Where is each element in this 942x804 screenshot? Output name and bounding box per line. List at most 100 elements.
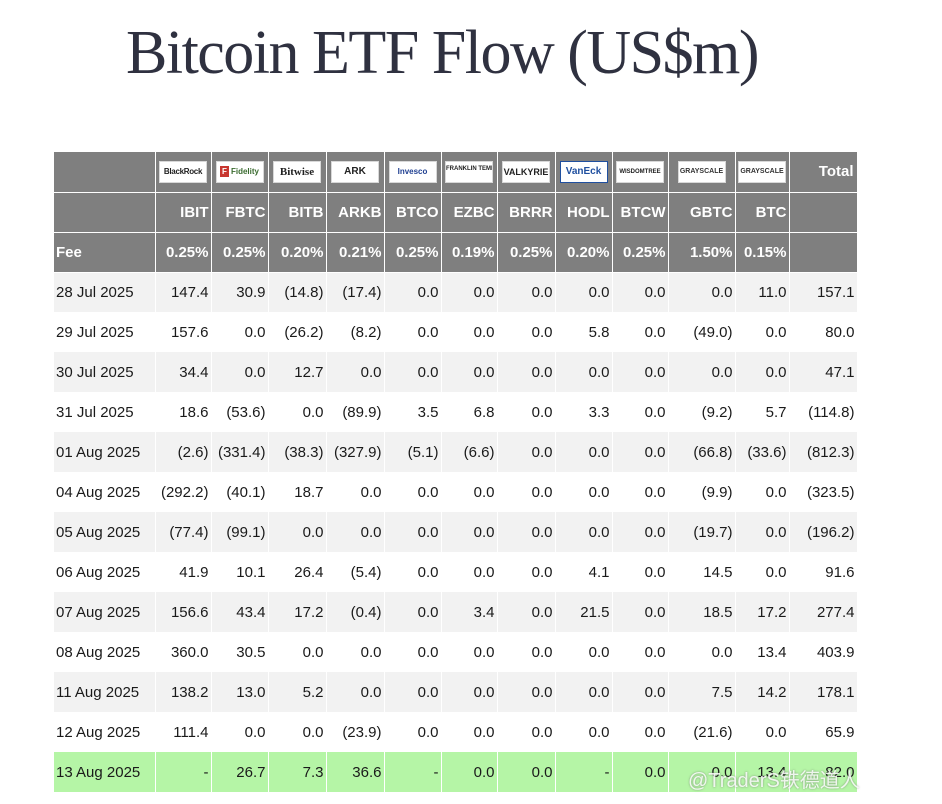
- flow-cell: 0.0: [668, 352, 736, 392]
- flow-cell: (19.7): [668, 512, 736, 552]
- fee-fbtc: 0.25%: [211, 232, 269, 273]
- etf-flow-table: BlackRock F Fidelity Bitwise ARK Invesco FRANK…: [54, 152, 858, 792]
- flow-cell: (99.1): [211, 512, 269, 552]
- flow-cell: 0.0: [497, 352, 556, 392]
- flow-cell: 0.0: [497, 672, 556, 712]
- flow-cell: 0.0: [268, 632, 327, 672]
- total-cell: 277.4: [789, 592, 858, 632]
- flow-cell: (8.2): [326, 312, 385, 352]
- fee-btc: 0.15%: [735, 232, 790, 273]
- flow-cell: 0.0: [497, 392, 556, 432]
- ticker-brrr: BRRR: [497, 192, 556, 233]
- date-cell: 07 Aug 2025: [54, 592, 156, 632]
- table-row: 12 Aug 2025 111.4 0.0 0.0 (23.9) 0.0 0.0 0.0 0.0…: [54, 712, 858, 752]
- flow-cell: 3.4: [441, 592, 498, 632]
- logo-text: Fidelity: [230, 166, 259, 176]
- flow-cell: 0.0: [384, 552, 442, 592]
- franklin-templeton-logo-icon: FRANKLIN TEMPLETON: [445, 160, 493, 183]
- flow-cell: 0.0: [384, 632, 442, 672]
- ticker-btc: BTC: [735, 192, 790, 233]
- date-cell: 12 Aug 2025: [54, 712, 156, 752]
- flow-cell: 10.1: [211, 552, 269, 592]
- flow-cell: 34.4: [155, 352, 212, 392]
- flow-cell: 0.0: [441, 712, 498, 752]
- logo-text: ARK: [344, 165, 366, 177]
- total-cell: 91.6: [789, 552, 858, 592]
- flow-cell: 0.0: [612, 512, 669, 552]
- flow-cell: (21.6): [668, 712, 736, 752]
- flow-cell: 0.0: [384, 352, 442, 392]
- fee-brrr: 0.25%: [497, 232, 556, 273]
- flow-cell: (9.2): [668, 392, 736, 432]
- logo-text: Invesco: [397, 166, 428, 176]
- table-row: 05 Aug 2025 (77.4) (99.1) 0.0 0.0 0.0 0.0 0.0 0.…: [54, 512, 858, 552]
- flow-cell: 0.0: [441, 552, 498, 592]
- flow-cell: 0.0: [326, 512, 385, 552]
- flow-cell: (49.0): [668, 312, 736, 352]
- flow-cell: 0.0: [441, 672, 498, 712]
- flow-cell: (5.1): [384, 432, 442, 472]
- flow-cell: (331.4): [211, 432, 269, 472]
- ticker-bitb: BITB: [268, 192, 327, 233]
- table-row: 29 Jul 2025 157.6 0.0 (26.2) (8.2) 0.0 0.0 0.0 5…: [54, 312, 858, 352]
- flow-cell: 0.0: [497, 312, 556, 352]
- flow-cell: 0.0: [555, 512, 613, 552]
- flow-cell: 0.0: [497, 472, 556, 512]
- flow-cell: 0.0: [326, 472, 385, 512]
- flow-cell: 0.0: [555, 432, 613, 472]
- ticker-corner-cell: [54, 192, 156, 233]
- flow-cell: 13.4: [735, 632, 790, 672]
- flow-cell: 360.0: [155, 632, 212, 672]
- flow-cell: 0.0: [211, 312, 269, 352]
- flow-cell: 0.0: [555, 672, 613, 712]
- invesco-logo-icon: Invesco: [388, 160, 437, 183]
- ticker-gbtc: GBTC: [668, 192, 736, 233]
- table-row: 11 Aug 2025 138.2 13.0 5.2 0.0 0.0 0.0 0.0 0.0 0.…: [54, 672, 858, 712]
- date-cell: 28 Jul 2025: [54, 272, 156, 312]
- total-cell: (196.2): [789, 512, 858, 552]
- flow-cell: 0.0: [668, 752, 736, 792]
- table-row: 08 Aug 2025 360.0 30.5 0.0 0.0 0.0 0.0 0.0 0.0 0.…: [54, 632, 858, 672]
- date-cell: 30 Jul 2025: [54, 352, 156, 392]
- flow-cell: 147.4: [155, 272, 212, 312]
- flow-cell: 18.6: [155, 392, 212, 432]
- issuer-logo-cell: VALKYRIE: [497, 152, 556, 193]
- flow-cell: 5.7: [735, 392, 790, 432]
- flow-cell: 0.0: [497, 712, 556, 752]
- ark-logo-icon: ARK: [331, 160, 379, 183]
- fee-gbtc: 1.50%: [668, 232, 736, 273]
- watermark: @TraderS铁德道人: [688, 770, 860, 792]
- flow-cell: 0.0: [735, 712, 790, 752]
- logo-text: FRANKLIN TEMPLETON: [446, 165, 492, 172]
- fee-ibit: 0.25%: [155, 232, 212, 273]
- flow-cell: 0.0: [612, 552, 669, 592]
- flow-cell: 14.2: [735, 672, 790, 712]
- flow-cell: -: [555, 752, 613, 792]
- flow-cell: 0.0: [497, 512, 556, 552]
- flow-cell: (9.9): [668, 472, 736, 512]
- table-row: 30 Jul 2025 34.4 0.0 12.7 0.0 0.0 0.0 0.0 0.0 0.0…: [54, 352, 858, 392]
- flow-cell: 0.0: [268, 712, 327, 752]
- table-row: 01 Aug 2025 (2.6) (331.4) (38.3) (327.9) (5.1…: [54, 432, 858, 472]
- total-cell: 80.0: [789, 312, 858, 352]
- flow-cell: (5.4): [326, 552, 385, 592]
- fee-ezbc: 0.19%: [441, 232, 498, 273]
- flow-cell: (33.6): [735, 432, 790, 472]
- flow-cell: (38.3): [268, 432, 327, 472]
- flow-cell: (0.4): [326, 592, 385, 632]
- flow-cell: (6.6): [441, 432, 498, 472]
- flow-cell: -: [384, 752, 442, 792]
- flow-cell: 0.0: [612, 352, 669, 392]
- flow-cell: 0.0: [384, 472, 442, 512]
- fee-hodl: 0.20%: [555, 232, 613, 273]
- wisdomtree-logo-icon: WISDOMTREE: [616, 160, 664, 183]
- issuer-logo-cell: VanEck: [555, 152, 613, 193]
- flow-cell: 138.2: [155, 672, 212, 712]
- ticker-ezbc: EZBC: [441, 192, 498, 233]
- date-cell: 08 Aug 2025: [54, 632, 156, 672]
- total-cell: 47.1: [789, 352, 858, 392]
- grayscale-mini-logo-icon: GRAYSCALE: [738, 160, 786, 183]
- flow-cell: 0.0: [441, 472, 498, 512]
- issuer-logo-cell: F Fidelity: [211, 152, 269, 193]
- issuer-logo-cell: WISDOMTREE: [612, 152, 669, 193]
